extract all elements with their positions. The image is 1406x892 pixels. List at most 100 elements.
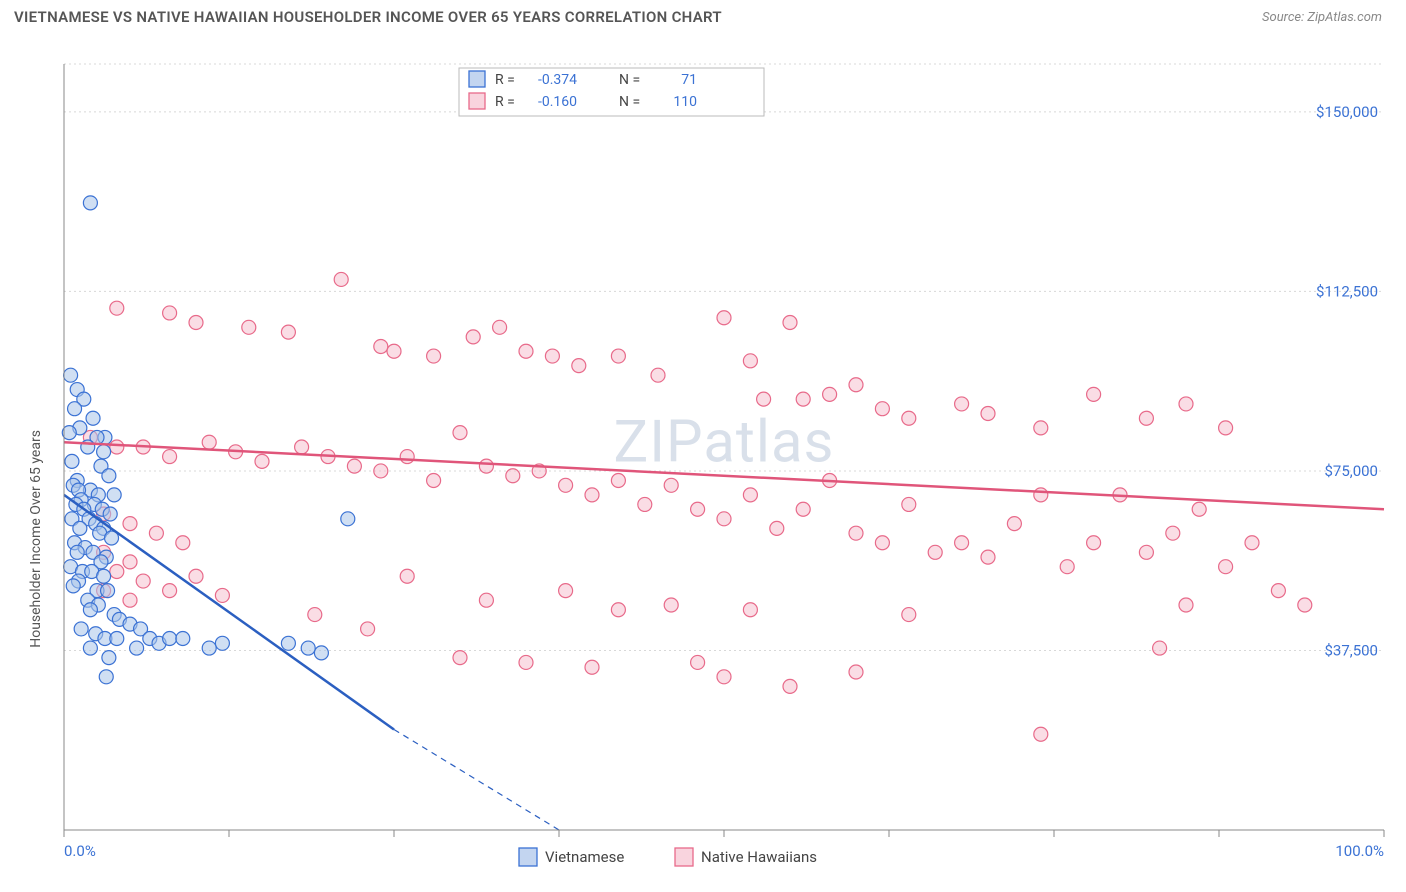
data-point: [1219, 421, 1233, 435]
y-tick-label: $150,000: [1316, 103, 1378, 121]
data-point: [347, 459, 361, 473]
data-point: [493, 320, 507, 334]
trend-line-extrapolated: [394, 729, 559, 830]
data-point: [585, 488, 599, 502]
data-point: [691, 502, 705, 516]
legend-n-label: N =: [619, 94, 640, 110]
data-point: [479, 593, 493, 607]
data-point: [1060, 560, 1074, 574]
source-label: Source: ZipAtlas.com: [1262, 10, 1382, 25]
data-point: [479, 459, 493, 473]
data-point: [86, 411, 100, 425]
data-point: [281, 325, 295, 339]
legend-swatch: [519, 848, 537, 866]
x-tick-label: 100.0%: [1335, 842, 1384, 860]
data-point: [66, 579, 80, 593]
data-point: [955, 536, 969, 550]
data-point: [1034, 421, 1048, 435]
data-point: [849, 378, 863, 392]
data-point: [176, 536, 190, 550]
legend-n-label: N =: [619, 72, 640, 88]
data-point: [770, 521, 784, 535]
data-point: [783, 316, 797, 330]
data-point: [163, 450, 177, 464]
legend-series-label: Native Hawaiians: [701, 848, 817, 866]
data-point: [796, 502, 810, 516]
data-point: [314, 646, 328, 660]
data-point: [717, 670, 731, 684]
data-point: [163, 632, 177, 646]
data-point: [783, 679, 797, 693]
legend-n-value: 110: [673, 94, 697, 110]
data-point: [102, 469, 116, 483]
data-point: [73, 521, 87, 535]
legend-swatch: [675, 848, 693, 866]
data-point: [334, 272, 348, 286]
data-point: [611, 349, 625, 363]
data-point: [281, 636, 295, 650]
data-point: [361, 622, 375, 636]
data-point: [453, 651, 467, 665]
data-point: [136, 574, 150, 588]
data-point: [1139, 545, 1153, 559]
data-point: [1179, 397, 1193, 411]
data-point: [875, 536, 889, 550]
data-point: [123, 555, 137, 569]
data-point: [341, 512, 355, 526]
data-point: [163, 584, 177, 598]
y-tick-label: $112,500: [1316, 282, 1378, 300]
data-point: [849, 526, 863, 540]
data-point: [83, 196, 97, 210]
data-point: [743, 488, 757, 502]
x-tick-label: 0.0%: [64, 842, 96, 860]
data-point: [68, 402, 82, 416]
data-point: [1271, 584, 1285, 598]
data-point: [743, 603, 757, 617]
data-point: [110, 440, 124, 454]
legend-r-label: R =: [495, 72, 515, 88]
data-point: [123, 593, 137, 607]
data-point: [107, 488, 121, 502]
data-point: [427, 474, 441, 488]
data-point: [1087, 536, 1101, 550]
data-point: [981, 550, 995, 564]
data-point: [1087, 387, 1101, 401]
legend-r-value: -0.160: [538, 94, 577, 110]
data-point: [875, 402, 889, 416]
data-point: [70, 545, 84, 559]
data-point: [743, 354, 757, 368]
data-point: [215, 636, 229, 650]
data-point: [506, 469, 520, 483]
data-point: [651, 368, 665, 382]
data-point: [110, 301, 124, 315]
data-point: [638, 497, 652, 511]
legend-r-label: R =: [495, 94, 515, 110]
data-point: [97, 445, 111, 459]
data-point: [559, 584, 573, 598]
data-point: [902, 608, 916, 622]
data-point: [74, 622, 88, 636]
scatter-chart: ZIPatlas0.0%100.0%$37,500$75,000$112,500…: [14, 40, 1392, 878]
data-point: [1245, 536, 1259, 550]
data-point: [374, 464, 388, 478]
data-point: [453, 426, 467, 440]
data-point: [1298, 598, 1312, 612]
data-point: [757, 392, 771, 406]
data-point: [102, 651, 116, 665]
data-point: [163, 306, 177, 320]
legend-swatch: [469, 93, 485, 109]
data-point: [902, 497, 916, 511]
y-axis-title: Householder Income Over 65 years: [28, 430, 44, 648]
data-point: [99, 670, 113, 684]
chart-container: ZIPatlas0.0%100.0%$37,500$75,000$112,500…: [14, 40, 1392, 878]
data-point: [572, 359, 586, 373]
data-point: [796, 392, 810, 406]
data-point: [97, 569, 111, 583]
data-point: [400, 569, 414, 583]
y-tick-label: $37,500: [1324, 641, 1378, 659]
watermark: ZIPatlas: [614, 408, 835, 476]
data-point: [387, 344, 401, 358]
data-point: [545, 349, 559, 363]
data-point: [189, 316, 203, 330]
data-point: [400, 450, 414, 464]
